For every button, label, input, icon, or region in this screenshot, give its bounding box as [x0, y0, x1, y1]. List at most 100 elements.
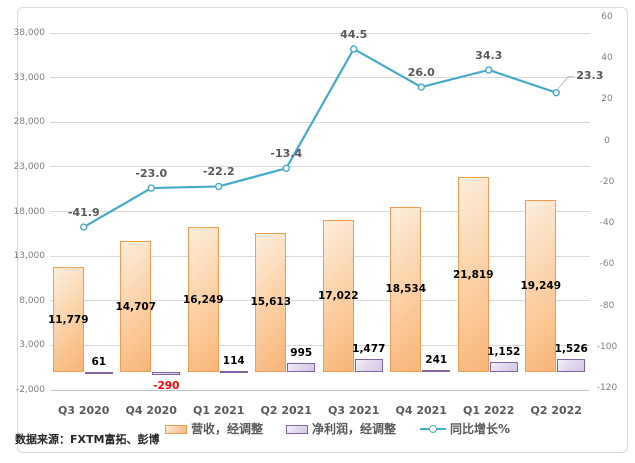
- growth-point-marker: [485, 66, 493, 74]
- yoy-growth-swatch: [420, 424, 446, 434]
- revenue-bar: [187, 227, 219, 373]
- legend-marker: [429, 425, 437, 433]
- growth-value-label: 23.3: [576, 68, 604, 82]
- revenue-bar: [120, 240, 152, 373]
- net-profit-value-label: 114: [222, 355, 245, 368]
- net-profit-value-label: 1,152: [487, 345, 521, 358]
- growth-value-label: -13.4: [270, 147, 303, 161]
- right-axis-label: -80: [599, 300, 615, 311]
- net-profit-value-label: 241: [425, 353, 448, 366]
- gridline: [50, 255, 590, 257]
- right-axis-label: -120: [596, 383, 618, 393]
- legend-item-revenue: 营收，经调整: [165, 420, 263, 438]
- legend-item-net-profit: 净利润，经调整: [286, 420, 396, 438]
- left-axis-label: 13,000: [13, 251, 46, 262]
- gridline: [50, 211, 590, 212]
- revenue-value-label: 21,819: [452, 268, 494, 281]
- net-profit-bar: [557, 358, 586, 373]
- net-profit-bar: [84, 371, 113, 374]
- growth-line: [82, 47, 558, 229]
- left-axis-label: 33,000: [13, 72, 46, 83]
- category-label: Q3 2020: [58, 404, 110, 417]
- left-axis-label: 8,000: [19, 295, 45, 306]
- category-label: Q1 2021: [193, 404, 245, 417]
- right-axis-label: -40: [599, 218, 615, 229]
- legend: 营收，经调整 净利润，经调整 同比增长%: [0, 420, 635, 438]
- growth-point-marker: [215, 182, 223, 191]
- x-axis-line: [50, 389, 590, 391]
- revenue-bar: [322, 220, 354, 373]
- revenue-value-label: 17,022: [317, 290, 359, 303]
- net-profit-value-label: 61: [91, 355, 107, 368]
- growth-value-label: 34.3: [475, 48, 503, 62]
- right-axis-label: 60: [601, 12, 613, 22]
- net-profit-bar: [354, 358, 383, 373]
- gridline: [50, 300, 590, 302]
- right-axis-label: 20: [601, 94, 613, 105]
- left-axis-label: 18,000: [13, 206, 46, 217]
- revenue-value-label: 11,779: [47, 313, 89, 326]
- revenue-bar: [390, 206, 422, 373]
- revenue-swatch: [165, 424, 187, 434]
- revenue-value-label: 16,249: [182, 293, 224, 306]
- net-profit-bar: [422, 369, 451, 373]
- category-label: Q2 2021: [260, 404, 312, 417]
- right-axis-label: 40: [601, 53, 613, 64]
- growth-point-marker: [80, 223, 88, 231]
- right-axis-label: 0: [604, 135, 610, 146]
- left-axis-label: 23,000: [13, 161, 46, 172]
- gridline: [50, 77, 590, 79]
- right-axis-label: -20: [599, 176, 615, 187]
- legend-label-revenue: 营收，经调整: [191, 422, 264, 436]
- net-profit-value-label: -290: [153, 379, 180, 392]
- gridline: [50, 166, 590, 168]
- category-label: Q4 2020: [125, 404, 177, 417]
- left-axis-label: 28,000: [13, 117, 46, 128]
- net-profit-bar: [489, 361, 518, 373]
- right-axis-label: -60: [599, 259, 615, 270]
- net-profit-bar: [152, 372, 181, 375]
- category-label: Q4 2021: [395, 404, 447, 417]
- growth-point-marker: [417, 83, 425, 91]
- gridline: [50, 121, 590, 123]
- gridline: [50, 32, 590, 34]
- revenue-bar: [52, 267, 84, 373]
- revenue-bar: [255, 232, 287, 373]
- left-axis-label: 38,000: [13, 28, 46, 38]
- growth-value-label: -22.2: [202, 165, 235, 179]
- growth-point-marker: [552, 88, 560, 97]
- growth-value-label: 26.0: [407, 66, 435, 80]
- net-profit-bar: [287, 363, 316, 373]
- revenue-bar: [457, 177, 489, 373]
- growth-value-label: -41.9: [67, 206, 100, 220]
- growth-value-label: -23.0: [135, 167, 168, 181]
- revenue-value-label: 18,534: [385, 283, 427, 296]
- category-label: Q2 2022: [530, 404, 582, 417]
- growth-value-label: 44.5: [340, 27, 368, 41]
- gridline: [50, 344, 590, 346]
- net-profit-value-label: 1,477: [352, 342, 386, 355]
- net-profit-value-label: 995: [290, 347, 313, 360]
- left-axis-label: 3,000: [19, 340, 45, 351]
- label-leader-line: [557, 76, 575, 89]
- legend-label-yoy-growth: 同比增长%: [450, 422, 511, 436]
- revenue-value-label: 19,249: [520, 280, 562, 293]
- growth-point-marker: [147, 184, 155, 192]
- net-profit-swatch: [286, 424, 308, 434]
- revenue-value-label: 14,707: [115, 300, 157, 313]
- category-label: Q1 2022: [463, 404, 515, 417]
- source-note: 数据来源：FXTM富拓、彭博: [15, 433, 160, 446]
- growth-point-marker: [282, 164, 290, 172]
- legend-label-net-profit: 净利润，经调整: [312, 422, 397, 436]
- net-profit-bar: [219, 371, 248, 374]
- category-label: Q3 2021: [328, 404, 380, 417]
- left-axis-label: -2,000: [15, 385, 45, 395]
- right-axis-label: -100: [596, 341, 618, 352]
- legend-item-yoy-growth: 同比增长%: [420, 420, 510, 438]
- growth-point-marker: [350, 45, 358, 53]
- revenue-value-label: 15,613: [250, 296, 292, 309]
- net-profit-value-label: 1,526: [554, 342, 588, 355]
- revenue-bar: [525, 200, 557, 373]
